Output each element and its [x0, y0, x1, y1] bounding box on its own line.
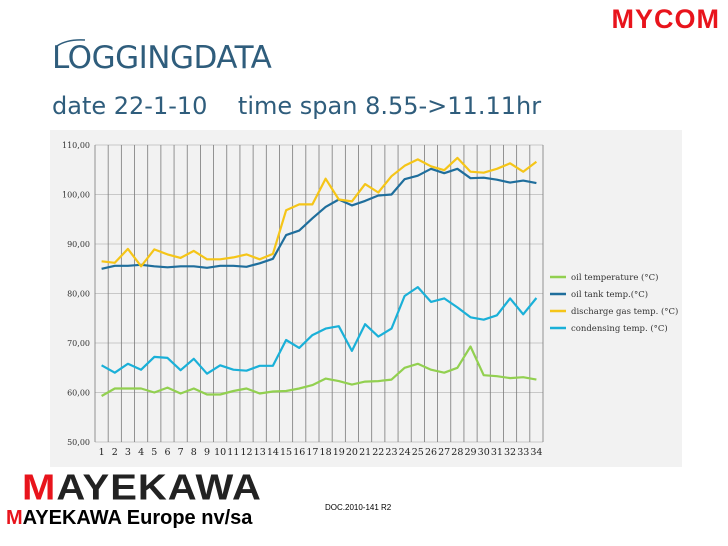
series-line-1: [101, 167, 537, 270]
x-tick-label: 11: [227, 447, 239, 458]
legend-label: condensing temp. (°C): [571, 323, 668, 334]
x-tick-label: 23: [385, 447, 397, 458]
mycom-logo: MYCOM: [611, 4, 720, 34]
x-tick-label: 15: [280, 447, 292, 458]
x-tick-label: 10: [214, 447, 226, 458]
company-name: MAYEKAWA Europe nv/sa: [6, 507, 253, 529]
x-tick-label: 30: [478, 447, 490, 458]
x-tick-label: 28: [451, 447, 463, 458]
x-tick-label: 25: [412, 447, 424, 458]
y-tick-label: 90,00: [67, 240, 90, 249]
legend-label: discharge gas temp. (°C): [571, 306, 678, 317]
legend-label: oil temperature (°C): [571, 272, 658, 283]
x-tick-label: 2: [112, 447, 118, 458]
y-tick-label: 80,00: [67, 290, 90, 299]
x-tick-label: 31: [491, 447, 503, 458]
y-tick-label: 70,00: [67, 339, 90, 348]
x-tick-label: 14: [267, 447, 279, 458]
x-tick-label: 19: [333, 447, 345, 458]
chart-background: [50, 130, 682, 467]
x-tick-label: 34: [530, 447, 542, 458]
mayekawa-logo: MAYEKAWA: [22, 468, 262, 508]
x-tick-label: 22: [372, 447, 384, 458]
x-tick-label: 5: [151, 447, 157, 458]
document-reference: DOC.2010-141 R2: [325, 503, 392, 512]
x-tick-label: 13: [254, 447, 266, 458]
series-line-0: [101, 345, 537, 397]
x-tick-label: 17: [306, 447, 318, 458]
x-tick-label: 7: [178, 447, 184, 458]
title-decoration-icon: [56, 39, 86, 47]
x-tick-label: 32: [504, 447, 516, 458]
x-tick-label: 6: [164, 447, 170, 458]
x-tick-label: 12: [240, 447, 252, 458]
x-tick-label: 27: [438, 447, 450, 458]
x-tick-label: 33: [517, 447, 529, 458]
x-tick-label: 4: [138, 447, 144, 458]
x-tick-label: 16: [293, 447, 305, 458]
x-tick-label: 8: [191, 447, 197, 458]
x-tick-label: 26: [425, 447, 437, 458]
y-tick-label: 110,00: [62, 141, 90, 150]
legend-label: oil tank temp.(°C): [571, 289, 648, 300]
slide-title: LOGGINGDATA: [52, 40, 272, 76]
x-tick-label: 1: [99, 447, 105, 458]
slide-subtitle: date 22-1-10 time span 8.55->11.11hr: [52, 92, 542, 120]
x-tick-label: 18: [320, 447, 332, 458]
y-tick-label: 60,00: [67, 389, 90, 398]
x-tick-label: 3: [125, 447, 131, 458]
x-tick-label: 24: [399, 447, 411, 458]
x-tick-label: 20: [346, 447, 358, 458]
x-tick-label: 21: [359, 447, 371, 458]
series-line-3: [101, 286, 538, 375]
x-tick-label: 29: [464, 447, 476, 458]
y-tick-label: 50,00: [67, 438, 90, 447]
x-tick-label: 9: [204, 447, 210, 458]
series-line-2: [101, 156, 538, 268]
y-tick-label: 100,00: [62, 191, 90, 200]
